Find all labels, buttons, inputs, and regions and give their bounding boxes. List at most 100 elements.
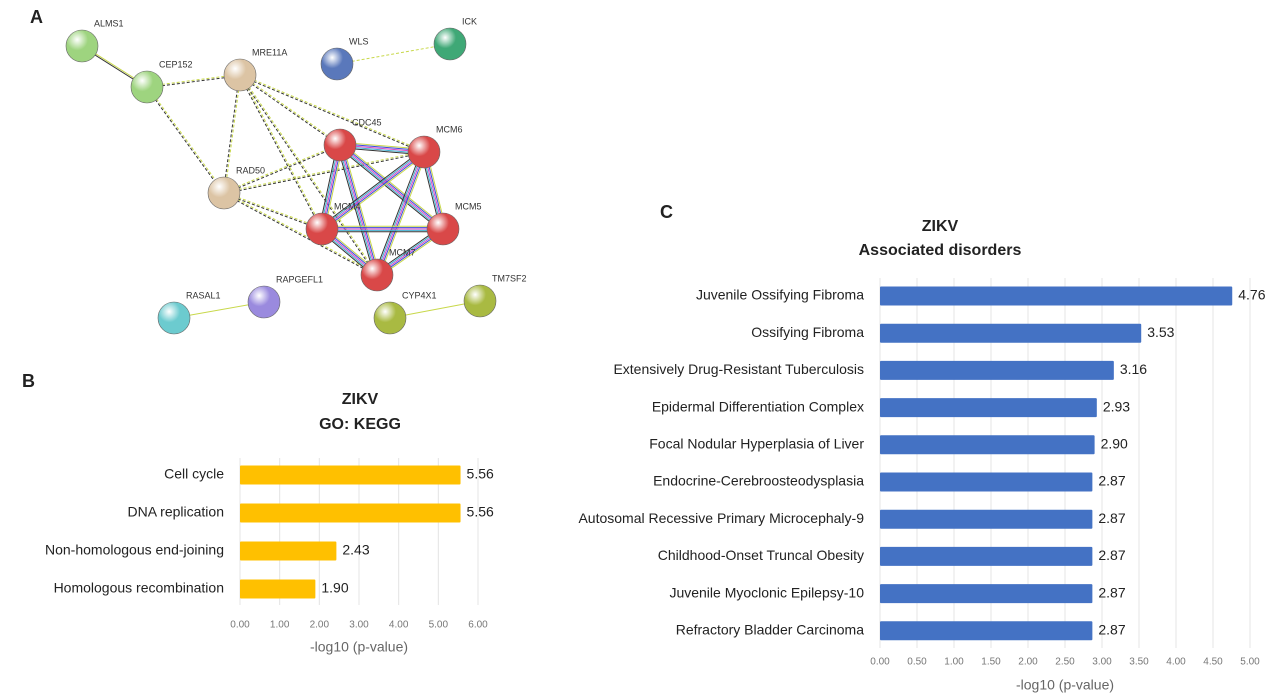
y-tick-label: Refractory Bladder Carcinoma [676,622,865,638]
node-label: CEP152 [159,59,193,69]
x-tick-label: 4.00 [389,620,409,631]
node-label: WLS [349,36,369,46]
edge [373,150,422,275]
node-label: MCM4 [334,201,361,211]
panel-label: B [22,371,35,391]
edge [336,43,451,65]
edge [320,150,424,229]
bar [880,584,1093,604]
node-label: CDC45 [352,117,382,127]
data-label: 2.87 [1098,584,1125,600]
x-tick-label: 1.00 [270,620,290,631]
bar [880,435,1095,455]
node [463,284,497,318]
x-axis-label: -log10 (p-value) [1016,677,1114,693]
edge [339,144,378,276]
x-tick-label: 1.00 [944,657,964,668]
edge [224,191,323,229]
node [373,301,407,335]
bar [880,286,1233,306]
bar [880,360,1114,380]
edge [322,152,426,231]
edge [340,143,445,229]
edge [224,75,242,194]
y-tick-label: Focal Nodular Hyperplasia of Liver [649,436,864,452]
node-label: MCM7 [389,247,416,257]
data-label: 2.87 [1098,622,1125,638]
edge [224,152,425,195]
edge [240,73,425,152]
y-tick-label: Ossifying Fibroma [751,324,864,340]
y-tick-label: Cell cycle [164,466,224,482]
node [426,212,460,246]
bar [240,465,461,485]
edge [238,75,322,230]
edge [239,75,424,154]
node-label: CYP4X1 [402,290,437,300]
node [433,27,467,61]
edge [239,75,340,146]
bar [880,546,1093,566]
node [65,29,99,63]
bar [240,503,461,523]
data-label: 2.87 [1098,547,1125,563]
edge [341,142,446,228]
bar [880,398,1097,418]
edge [240,74,341,145]
bar [880,472,1093,492]
node [305,212,339,246]
x-tick-label: 3.00 [349,620,369,631]
node-label: ALMS1 [94,18,124,28]
edge [147,86,225,193]
edge [323,153,426,232]
x-tick-label: 2.00 [1018,657,1038,668]
bar [880,621,1093,641]
data-label: 1.90 [321,580,348,596]
edge [336,145,375,276]
node [247,285,281,319]
y-tick-label: Non-homologous end-joining [45,542,224,558]
x-tick-label: 3.00 [1092,657,1112,668]
edge [224,145,341,195]
data-label: 2.87 [1098,473,1125,489]
chart-title: ZIKV [342,391,379,408]
edge [340,144,379,275]
x-tick-label: 3.50 [1129,657,1149,668]
edge [223,150,424,193]
node [157,301,191,335]
chart-subtitle: GO: KEGG [319,416,401,433]
y-tick-label: Homologous recombination [54,580,224,596]
node-label: TM7SF2 [492,273,527,283]
edge [376,151,425,276]
node-label: ICK [462,16,477,26]
y-tick-label: Endocrine-Cerebroosteodysplasia [653,473,864,489]
x-tick-label: 6.00 [468,620,488,631]
x-tick-label: 5.00 [429,620,449,631]
edge [339,144,444,230]
data-label: 3.16 [1120,361,1147,377]
x-tick-label: 0.00 [230,620,250,631]
x-tick-label: 2.50 [1055,657,1075,668]
y-tick-label: Juvenile Myoclonic Epilepsy-10 [669,584,864,600]
data-label: 2.90 [1101,436,1128,452]
edge [240,74,324,229]
x-tick-label: 4.50 [1203,657,1223,668]
x-tick-label: 1.50 [981,657,1001,668]
node-label: MCM6 [436,124,463,134]
y-tick-label: Childhood-Onset Truncal Obesity [658,547,864,563]
edge [223,193,377,277]
data-label: 5.56 [467,466,494,482]
node-label: RASAL1 [186,290,221,300]
bar [880,323,1142,343]
node [320,47,354,81]
edge [338,145,377,276]
bar [240,541,337,561]
edge [379,152,428,277]
edge [375,151,424,275]
edge [224,191,378,275]
x-tick-label: 2.00 [310,620,330,631]
node-label: RAPGEFL1 [276,274,323,284]
edge [321,151,425,230]
node-label: MRE11A [252,47,287,57]
